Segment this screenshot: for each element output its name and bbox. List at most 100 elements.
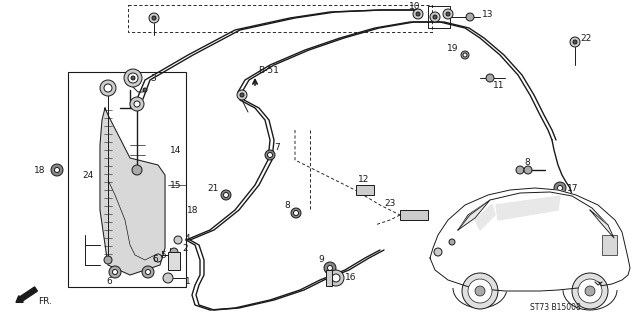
Circle shape — [128, 73, 138, 83]
Circle shape — [466, 13, 474, 21]
Polygon shape — [458, 200, 490, 230]
Text: 18: 18 — [187, 205, 198, 214]
Circle shape — [328, 270, 344, 286]
Text: 18: 18 — [34, 165, 45, 174]
Circle shape — [142, 266, 154, 278]
Circle shape — [570, 37, 580, 47]
Circle shape — [152, 16, 156, 20]
Circle shape — [224, 193, 228, 197]
Bar — [602, 235, 617, 255]
Text: 23: 23 — [385, 198, 396, 207]
Text: 19: 19 — [446, 44, 458, 52]
Text: 9: 9 — [318, 255, 324, 265]
Text: 2: 2 — [182, 244, 188, 252]
Circle shape — [332, 274, 340, 282]
Bar — [68, 72, 186, 287]
Circle shape — [461, 51, 469, 59]
Bar — [168, 252, 180, 270]
Text: 10: 10 — [408, 2, 420, 11]
Circle shape — [265, 150, 275, 160]
Circle shape — [324, 262, 336, 274]
Polygon shape — [100, 108, 165, 275]
Circle shape — [443, 9, 453, 19]
Circle shape — [100, 80, 116, 96]
Text: 6: 6 — [106, 277, 112, 286]
Circle shape — [294, 211, 299, 215]
Bar — [356, 185, 374, 195]
Circle shape — [104, 84, 112, 92]
Text: 5: 5 — [160, 251, 165, 260]
Circle shape — [446, 12, 450, 16]
Text: 8: 8 — [524, 157, 530, 166]
Text: 16: 16 — [345, 274, 356, 283]
Circle shape — [237, 90, 247, 100]
Circle shape — [554, 182, 566, 194]
Text: 7: 7 — [274, 142, 280, 151]
Circle shape — [475, 286, 485, 296]
Circle shape — [462, 273, 498, 309]
Polygon shape — [496, 196, 560, 220]
Text: 24: 24 — [82, 171, 93, 180]
Circle shape — [572, 273, 608, 309]
Circle shape — [416, 12, 420, 16]
Text: B-51: B-51 — [258, 66, 279, 75]
Text: 12: 12 — [358, 174, 370, 183]
Circle shape — [174, 236, 182, 244]
Circle shape — [134, 101, 140, 107]
Circle shape — [516, 166, 524, 174]
Circle shape — [149, 13, 159, 23]
Text: 13: 13 — [482, 10, 493, 19]
Circle shape — [486, 74, 494, 82]
Circle shape — [240, 93, 244, 97]
Circle shape — [55, 167, 60, 172]
Bar — [326, 270, 332, 286]
Text: ST73 B15008: ST73 B15008 — [530, 303, 581, 313]
Circle shape — [595, 282, 601, 288]
FancyArrow shape — [16, 287, 37, 302]
Text: 14: 14 — [170, 146, 181, 155]
Circle shape — [112, 269, 117, 275]
Circle shape — [145, 269, 150, 275]
Circle shape — [291, 208, 301, 218]
Text: 1: 1 — [185, 277, 191, 286]
Polygon shape — [430, 188, 630, 291]
Circle shape — [132, 165, 142, 175]
Circle shape — [578, 279, 602, 303]
Bar — [428, 6, 450, 28]
Circle shape — [557, 186, 562, 190]
Circle shape — [221, 190, 231, 200]
Circle shape — [163, 273, 173, 283]
Circle shape — [468, 279, 492, 303]
Circle shape — [130, 97, 144, 111]
Circle shape — [131, 76, 135, 80]
Circle shape — [104, 256, 112, 264]
Circle shape — [463, 53, 467, 57]
Circle shape — [524, 166, 532, 174]
Circle shape — [109, 266, 121, 278]
Circle shape — [143, 88, 147, 92]
Text: 22: 22 — [580, 34, 592, 43]
Text: 6: 6 — [152, 255, 158, 265]
Circle shape — [154, 254, 162, 262]
Circle shape — [573, 40, 577, 44]
Circle shape — [51, 164, 63, 176]
Text: 21: 21 — [207, 183, 219, 193]
Circle shape — [585, 286, 595, 296]
Circle shape — [268, 153, 273, 157]
Circle shape — [449, 239, 455, 245]
Text: 3: 3 — [150, 74, 156, 83]
Circle shape — [434, 248, 442, 256]
Circle shape — [433, 15, 437, 19]
Polygon shape — [590, 210, 614, 238]
Text: 8: 8 — [284, 201, 290, 210]
Circle shape — [328, 266, 332, 270]
Text: 15: 15 — [170, 180, 181, 189]
Circle shape — [170, 248, 178, 256]
Circle shape — [413, 9, 423, 19]
Text: 4: 4 — [185, 234, 191, 243]
Text: FR.: FR. — [38, 297, 52, 306]
Polygon shape — [475, 204, 495, 230]
Circle shape — [430, 12, 440, 22]
Text: 11: 11 — [493, 81, 505, 90]
Text: 17: 17 — [567, 183, 578, 193]
